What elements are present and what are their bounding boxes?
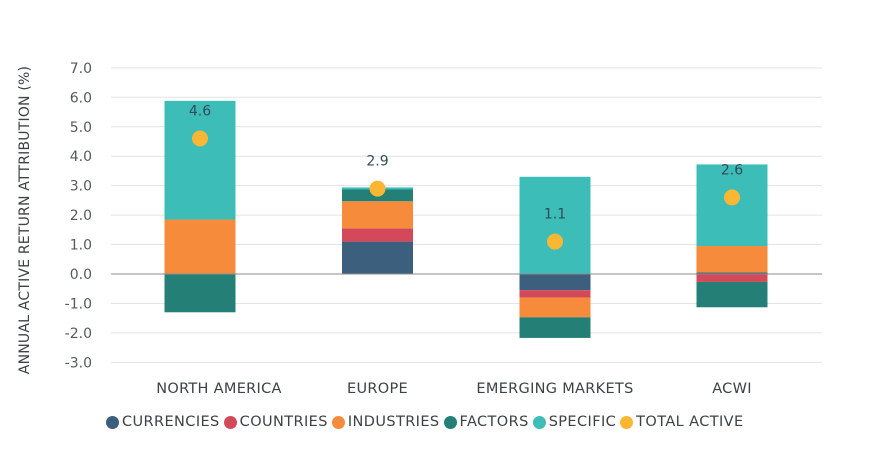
y-tick-label: 3.0 xyxy=(70,179,92,195)
bar-segment-countries xyxy=(519,290,591,298)
total-active-dot xyxy=(192,130,208,147)
legend-label: TOTAL ACTIVE xyxy=(636,414,744,430)
legend-item-factors: FACTORS xyxy=(443,414,529,430)
bar-segment-specific xyxy=(519,176,591,274)
total-active-label: 2.6 xyxy=(721,162,743,178)
y-tick-label: -2.0 xyxy=(65,326,92,342)
bar-segment-industries xyxy=(342,201,413,229)
total-active-dot xyxy=(369,180,386,197)
legend-label: COUNTRIES xyxy=(239,414,328,430)
total-active-dot xyxy=(547,233,563,250)
legend-label: SPECIFIC xyxy=(548,414,617,430)
legend-item-countries: COUNTRIES xyxy=(223,414,328,430)
total-active-dot xyxy=(724,189,740,206)
bar-segment-factors xyxy=(164,274,236,313)
legend-item-total-active: TOTAL ACTIVE xyxy=(620,414,743,430)
y-axis-ticks: 7.0 6.0 5.0 4.0 3.0 2.0 1.0 0.0 -1.0 -2.0 -3.0 xyxy=(65,61,92,372)
legend: CURRENCIES COUNTRIES INDUSTRIES FACTORS SPEC… xyxy=(106,414,748,430)
legend-swatch-icon xyxy=(331,415,345,429)
total-active-label: 2.9 xyxy=(366,154,388,170)
bar-segment-currencies xyxy=(696,272,768,274)
legend-swatch-icon xyxy=(106,415,119,429)
legend-item-specific: SPECIFIC xyxy=(532,414,617,430)
y-tick-label: 2.0 xyxy=(70,208,92,224)
x-category-label: EMERGING MARKETS xyxy=(476,381,633,397)
bars xyxy=(164,100,768,338)
legend-swatch-icon xyxy=(620,415,634,429)
y-axis-label: ANNUAL ACTIVE RETURN ATTRIBUTION (%) xyxy=(17,66,33,374)
bar-segment-industries xyxy=(519,297,591,318)
legend-item-currencies: CURRENCIES xyxy=(106,414,220,430)
bar-segment-specific xyxy=(164,100,236,220)
y-tick-label: 7.0 xyxy=(70,61,92,77)
total-active-label: 1.1 xyxy=(544,207,566,223)
legend-swatch-icon xyxy=(223,415,237,429)
x-category-label: EUROPE xyxy=(347,381,408,397)
legend-label: CURRENCIES xyxy=(122,414,220,430)
bar-segment-currencies xyxy=(519,274,591,291)
bar-segment-countries xyxy=(696,274,768,282)
total-active-label: 4.6 xyxy=(189,104,211,120)
y-tick-label: 5.0 xyxy=(70,120,92,136)
x-axis-categories: NORTH AMERICA EUROPE EMERGING MARKETS ACWI xyxy=(156,381,752,397)
y-tick-label: -3.0 xyxy=(65,355,92,371)
legend-swatch-icon xyxy=(443,415,457,429)
bar-segment-factors xyxy=(519,317,591,338)
bar-segment-countries xyxy=(342,228,413,242)
legend-item-industries: INDUSTRIES xyxy=(331,414,440,430)
bar-segment-industries xyxy=(164,219,236,274)
x-category-label: ACWI xyxy=(712,381,752,397)
total-active-markers: 4.6 2.9 1.1 2.6 xyxy=(189,104,743,250)
legend-label: INDUSTRIES xyxy=(347,414,440,430)
y-tick-label: 1.0 xyxy=(70,238,92,254)
y-tick-label: 4.0 xyxy=(70,149,92,165)
y-tick-label: -1.0 xyxy=(65,296,92,312)
legend-swatch-icon xyxy=(532,415,546,429)
bar-segment-factors xyxy=(696,281,768,308)
bar-segment-industries xyxy=(696,246,768,273)
stacked-bar-chart: 7.0 6.0 5.0 4.0 3.0 2.0 1.0 0.0 -1.0 -2.0 -3.0 ANN… xyxy=(17,61,822,397)
bar-segment-currencies xyxy=(342,241,413,274)
y-tick-label: 0.0 xyxy=(70,267,92,283)
legend-label: FACTORS xyxy=(459,414,529,430)
y-tick-label: 6.0 xyxy=(70,90,92,106)
x-category-label: NORTH AMERICA xyxy=(156,381,282,397)
